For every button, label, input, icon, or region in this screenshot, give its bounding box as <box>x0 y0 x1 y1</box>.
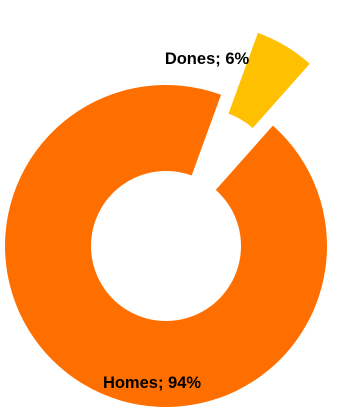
data-label-homes: Homes; 94% <box>103 374 201 392</box>
slices-group <box>5 32 328 407</box>
slice-homes <box>5 85 328 407</box>
slice-dones <box>228 32 310 129</box>
labels-group: Dones; 6% Homes; 94% <box>103 50 250 392</box>
data-label-dones: Dones; 6% <box>165 50 250 68</box>
